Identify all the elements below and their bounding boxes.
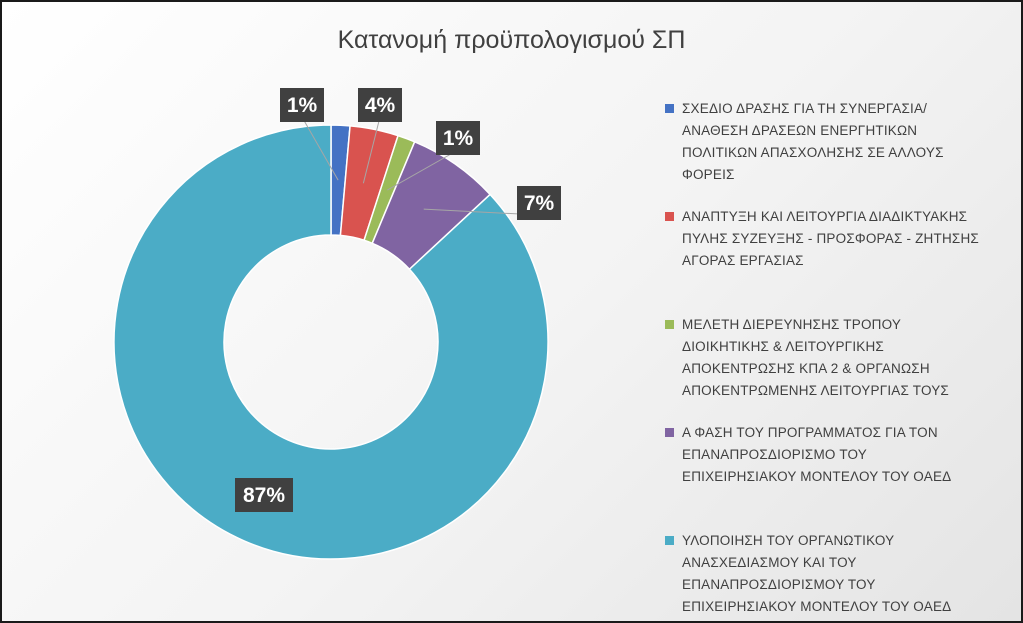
leader-line-2 — [362, 116, 381, 184]
data-label-4: 7% — [517, 186, 561, 220]
data-label-text: 1% — [287, 94, 318, 117]
leader-line-1 — [301, 116, 339, 181]
data-label-box — [235, 478, 293, 512]
legend-item-1: ΣΧΕΔΙΟ ΔΡΑΣΗΣ ΓΙΑ ΤΗ ΣΥΝΕΡΓΑΣΙΑ/ ΑΝΑΘΕΣΗ… — [665, 98, 1005, 186]
legend-item-2: ΑΝΑΠΤΥΞΗ ΚΑΙ ΛΕΙΤΟΥΡΓΙΑ ΔΙΑΔΙΚΤΥΑΚΗΣ ΠΥΛ… — [665, 206, 1005, 272]
legend-swatch — [665, 320, 674, 329]
legend-swatch — [665, 428, 674, 437]
chart-title: Κατανομή προϋπολογισμού ΣΠ — [337, 26, 686, 54]
data-label-1: 1% — [280, 88, 324, 122]
legend-label: ΜΕΛΕΤΗ ΔΙΕΡΕΥΝΗΣΗΣ ΤΡΟΠΟΥ ΔΙΟΙΚΗΤΙΚΗΣ & … — [682, 317, 949, 398]
data-label-text: 1% — [443, 127, 474, 150]
data-label-text: 7% — [524, 192, 555, 215]
donut-slice-5 — [113, 124, 549, 560]
data-label-box — [358, 88, 402, 122]
data-label-5: 87% — [235, 478, 293, 512]
legend-label: ΣΧΕΔΙΟ ΔΡΑΣΗΣ ΓΙΑ ΤΗ ΣΥΝΕΡΓΑΣΙΑ/ ΑΝΑΘΕΣΗ… — [682, 101, 944, 182]
data-label-2: 4% — [358, 88, 402, 122]
data-label-text: 87% — [243, 484, 285, 507]
data-label-box — [517, 186, 561, 220]
legend-item-5: ΥΛΟΠΟΙΗΣΗ ΤΟΥ ΟΡΓΑΝΩΤΙΚΟΥ ΑΝΑΣΧΕΔΙΑΣΜΟΥ … — [665, 530, 1005, 618]
data-label-text: 4% — [365, 94, 396, 117]
legend-label: ΥΛΟΠΟΙΗΣΗ ΤΟΥ ΟΡΓΑΝΩΤΙΚΟΥ ΑΝΑΣΧΕΔΙΑΣΜΟΥ … — [682, 533, 952, 614]
legend-item-4: Α ΦΑΣΗ ΤΟΥ ΠΡΟΓΡΑΜΜΑΤΟΣ ΓΙΑ ΤΟΝ ΕΠΑΝΑΠΡΟ… — [665, 422, 1005, 488]
legend-label: Α ΦΑΣΗ ΤΟΥ ΠΡΟΓΡΑΜΜΑΤΟΣ ΓΙΑ ΤΟΝ ΕΠΑΝΑΠΡΟ… — [682, 425, 952, 484]
legend-item-3: ΜΕΛΕΤΗ ΔΙΕΡΕΥΝΗΣΗΣ ΤΡΟΠΟΥ ΔΙΟΙΚΗΤΙΚΗΣ & … — [665, 314, 1005, 402]
leader-line-3 — [387, 149, 459, 191]
data-label-3: 1% — [436, 121, 480, 155]
legend-swatch — [665, 212, 674, 221]
data-label-box — [436, 121, 480, 155]
legend-swatch — [665, 104, 674, 113]
legend-swatch — [665, 536, 674, 545]
data-label-box — [280, 88, 324, 122]
legend-label: ΑΝΑΠΤΥΞΗ ΚΑΙ ΛΕΙΤΟΥΡΓΙΑ ΔΙΑΔΙΚΤΥΑΚΗΣ ΠΥΛ… — [682, 209, 979, 268]
